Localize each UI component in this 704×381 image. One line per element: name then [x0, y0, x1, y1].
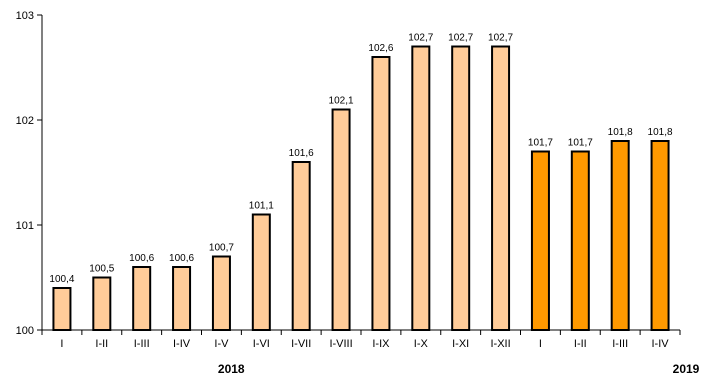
bar-value-label: 100,6 [169, 253, 194, 264]
x-tick-label: I-III [134, 338, 150, 350]
bar-value-label: 100,7 [209, 243, 234, 254]
x-tick-label: I-III [612, 338, 628, 350]
y-tick-label: 102 [16, 115, 34, 127]
bar-value-label: 102,7 [488, 33, 513, 44]
x-tick-label: I-VI [253, 338, 270, 350]
bar [291, 161, 311, 331]
x-tick-label: I-VII [291, 338, 311, 350]
y-tick-label: 103 [16, 10, 34, 22]
bar-value-label: 102,6 [368, 43, 393, 54]
bar-value-label: 101,8 [608, 127, 633, 138]
year-labels: 2018 2019 [218, 362, 700, 376]
bar [52, 287, 72, 331]
bar-value-label: 100,4 [49, 274, 74, 285]
bar-value-label: 102,7 [408, 33, 433, 44]
bar [132, 266, 152, 331]
bar [211, 255, 231, 331]
x-tick-label: I-XII [490, 338, 510, 350]
bar [371, 56, 391, 331]
x-tick-label: I [60, 338, 63, 350]
bar [251, 213, 271, 331]
year-label: 2019 [673, 362, 700, 376]
bar-value-label: 101,8 [648, 127, 673, 138]
bar [530, 150, 550, 331]
bar [570, 150, 590, 331]
y-axis: 100 101 102 103 [16, 10, 43, 337]
x-tick-label: I-XI [452, 338, 469, 350]
x-tick-label: I-II [574, 338, 587, 350]
bar [411, 45, 431, 331]
x-tick-label: I-X [414, 338, 429, 350]
x-tick-label: I-VIII [329, 338, 352, 350]
bar [650, 140, 670, 331]
bar-value-label: 101,1 [249, 201, 274, 212]
bar-value-label: 102,1 [329, 96, 354, 107]
year-label: 2018 [218, 362, 245, 376]
y-tick-label: 100 [16, 325, 34, 337]
x-tick-label: I-IV [173, 338, 191, 350]
bar [451, 45, 471, 331]
x-tick-label: I-IX [372, 338, 390, 350]
bar [92, 276, 112, 331]
bar [172, 266, 192, 331]
bar [491, 45, 511, 331]
bar-value-label: 101,6 [289, 148, 314, 159]
bars: 100,4 100,5 100,6 100,6 100,7 101,1 101,6 102,1… [49, 33, 673, 331]
bar-value-label: 101,7 [528, 138, 553, 149]
x-tick-label: I-II [95, 338, 108, 350]
x-tick-label: I [539, 338, 542, 350]
x-tick-label: I-V [214, 338, 229, 350]
x-axis: I I-II I-III I-IV I-V I-VI I-VII I-VIII I-IX I-X I… [41, 329, 681, 350]
bar-value-label: 101,7 [568, 138, 593, 149]
y-tick-label: 101 [16, 220, 34, 232]
bar-value-label: 100,5 [89, 264, 114, 275]
x-tick-label: I-IV [652, 338, 670, 350]
bar-value-label: 102,7 [448, 33, 473, 44]
bar-value-label: 100,6 [129, 253, 154, 264]
bar [610, 140, 630, 331]
bar [331, 108, 351, 331]
